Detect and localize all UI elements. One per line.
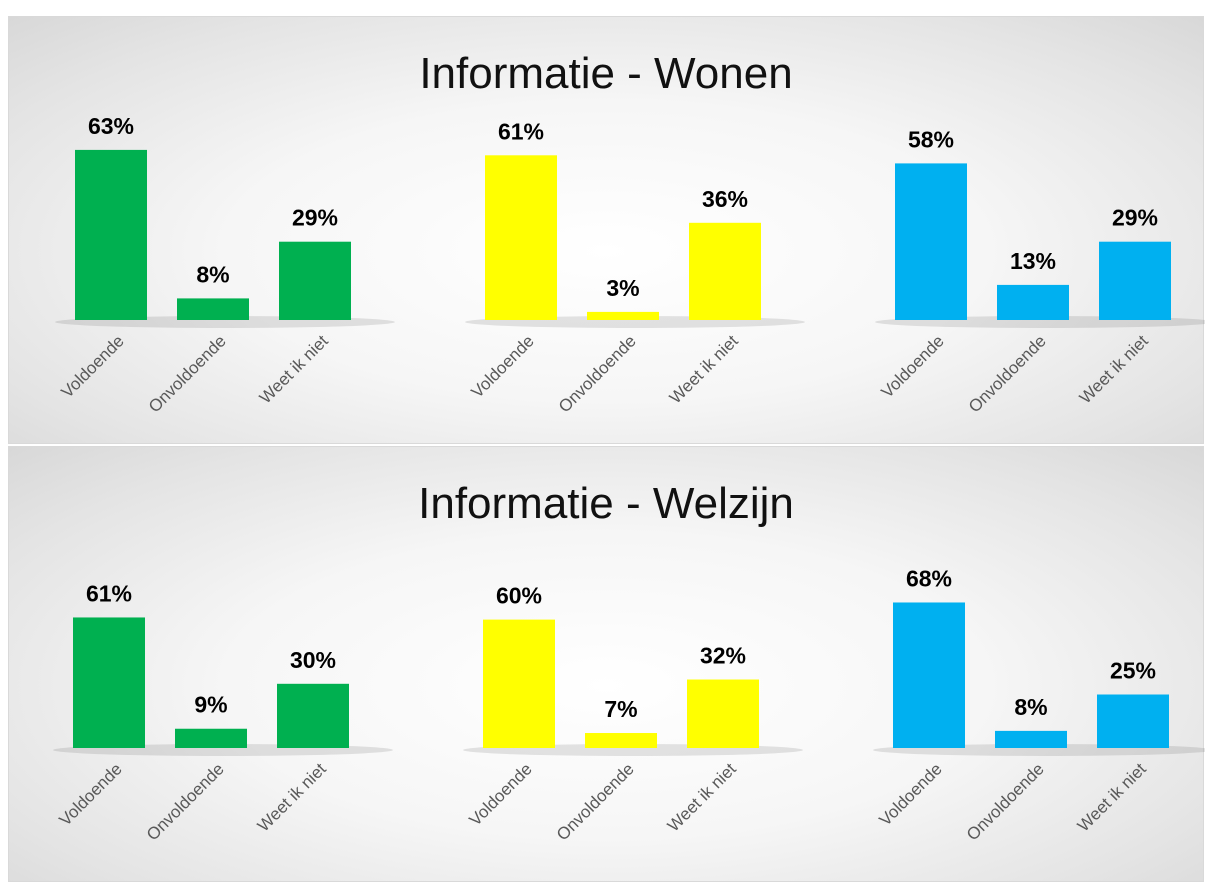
data-label: 32% <box>700 643 746 669</box>
data-label: 9% <box>194 692 227 718</box>
data-label: 30% <box>290 647 336 673</box>
category-label: Weet ik niet <box>256 331 332 407</box>
data-label: 8% <box>196 261 229 287</box>
category-label: Voldoende <box>56 759 126 829</box>
chart-panel-welzijn: Informatie - Welzijn 61% Voldoende 9% Onvol… <box>8 446 1205 882</box>
bar <box>895 163 967 320</box>
bar <box>73 617 145 748</box>
data-label: 25% <box>1110 658 1156 684</box>
category-label: Onvoldoende <box>553 759 638 844</box>
bar <box>687 679 759 748</box>
data-label: 36% <box>702 186 748 212</box>
bar <box>893 602 965 748</box>
category-label: Weet ik niet <box>664 759 740 835</box>
category-label: Onvoldoende <box>555 331 640 416</box>
data-label: 68% <box>906 565 952 591</box>
data-label: 61% <box>498 118 544 144</box>
chart-title: Informatie - Welzijn <box>418 479 794 528</box>
chart-title: Informatie - Wonen <box>419 49 793 98</box>
category-label: Weet ik niet <box>666 331 742 407</box>
bar <box>1099 241 1171 320</box>
bar <box>587 311 659 320</box>
data-label: 60% <box>496 583 542 609</box>
data-label: 29% <box>1112 205 1158 231</box>
data-label: 13% <box>1010 248 1056 274</box>
bar-group-1: 61% Voldoende 9% Onvoldoende 30% Weet ik niet <box>53 580 393 844</box>
bar-group-3: 58% Voldoende 13% Onvoldoende 29% Weet ik nie… <box>875 126 1205 416</box>
data-label: 3% <box>606 275 639 301</box>
category-label: Voldoende <box>466 759 536 829</box>
chart-wonen: 63% Voldoende 8% Onvoldoende 29% Weet ik niet… <box>55 113 1205 416</box>
data-label: 61% <box>86 580 132 606</box>
category-label: Voldoende <box>468 331 538 401</box>
bar <box>175 728 247 748</box>
bar <box>177 298 249 320</box>
category-label: Voldoende <box>58 331 128 401</box>
category-label: Voldoende <box>876 759 946 829</box>
bar <box>75 149 147 320</box>
data-label: 7% <box>604 696 637 722</box>
chart-panel-wonen: Informatie - Wonen 63% Voldoende 8% Onvoldo… <box>8 16 1205 444</box>
category-label: Onvoldoende <box>143 759 228 844</box>
category-label: Weet ik niet <box>1074 759 1150 835</box>
bar-group-2: 60% Voldoende 7% Onvoldoende 32% Weet ik niet <box>463 583 803 844</box>
data-label: 29% <box>292 205 338 231</box>
bar <box>485 155 557 320</box>
category-label: Voldoende <box>878 331 948 401</box>
bar-group-3: 68% Voldoende 8% Onvoldoende 25% Weet ik niet <box>873 565 1205 844</box>
bar-group-1: 63% Voldoende 8% Onvoldoende 29% Weet ik niet <box>55 113 395 416</box>
bar <box>995 730 1067 748</box>
category-label: Onvoldoende <box>145 331 230 416</box>
bar <box>483 619 555 748</box>
data-label: 63% <box>88 113 134 139</box>
bar <box>585 733 657 748</box>
bar <box>689 222 761 320</box>
category-label: Weet ik niet <box>1076 331 1152 407</box>
category-label: Onvoldoende <box>963 759 1048 844</box>
bar <box>277 683 349 748</box>
chart-welzijn: 61% Voldoende 9% Onvoldoende 30% Weet ik niet… <box>53 565 1205 844</box>
category-label: Onvoldoende <box>965 331 1050 416</box>
bar <box>997 284 1069 320</box>
data-label: 8% <box>1014 694 1047 720</box>
data-label: 58% <box>908 126 954 152</box>
bar <box>1097 694 1169 748</box>
category-label: Weet ik niet <box>254 759 330 835</box>
bar-group-2: 61% Voldoende 3% Onvoldoende 36% Weet ik niet <box>465 118 805 416</box>
bar <box>279 241 351 320</box>
